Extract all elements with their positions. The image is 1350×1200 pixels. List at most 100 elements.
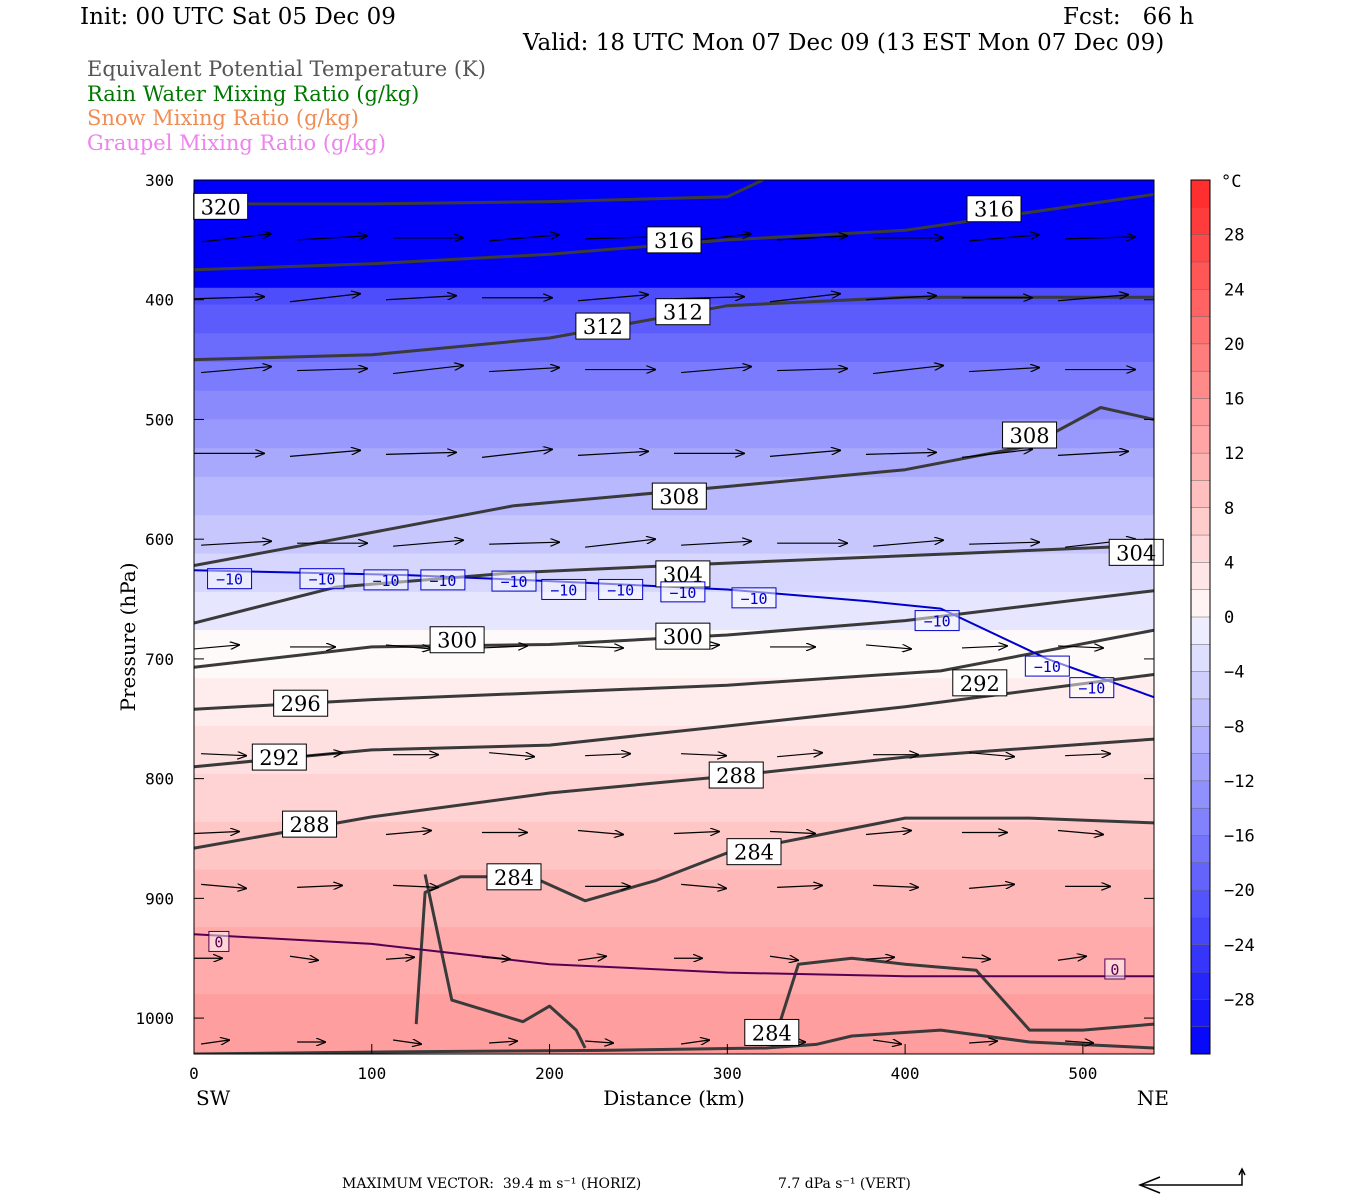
- theta-e-contour: [194, 406, 1154, 567]
- colorbar-bin: [1191, 753, 1210, 782]
- wind-vector: [289, 450, 360, 457]
- shade-band: [194, 534, 1154, 545]
- colorbar-label: 16: [1224, 390, 1244, 410]
- shade-band: [194, 1032, 1154, 1043]
- colorbar-label: 24: [1224, 280, 1244, 300]
- theta-e-label-box: [651, 482, 707, 510]
- shade-band: [194, 524, 1154, 535]
- wind-vector: [385, 957, 414, 959]
- wind-vector: [873, 885, 918, 887]
- wind-vector: [577, 831, 623, 835]
- wind-vector: [1065, 1041, 1093, 1043]
- temperature-label-box: [914, 610, 960, 632]
- temperature-label: −10: [740, 590, 767, 608]
- wind-vector: [961, 449, 1032, 458]
- wind-vector: [194, 645, 239, 649]
- wind-vector: [289, 956, 318, 960]
- shade-band: [194, 735, 1154, 746]
- maximum-vector-arrow: [1137, 1167, 1246, 1194]
- colorbar-bin: [1191, 316, 1210, 345]
- theta-e-label-box: [966, 195, 1022, 223]
- x-tick-label: 300: [713, 1064, 742, 1083]
- legend-theta-e: Equivalent Potential Temperature (K): [87, 57, 486, 81]
- shade-band: [194, 409, 1154, 421]
- colorbar-unit: °C: [1221, 172, 1241, 192]
- theta-e-label-box: [486, 863, 542, 891]
- theta-e-label-box: [655, 298, 711, 326]
- shade-band: [194, 936, 1154, 947]
- colorbar: 28 24 20 16 12 8 4 0 −4 −8 −12 −16 −20 −24 −28 °C: [1190, 172, 1255, 1055]
- theta-e-contour: [414, 816, 1154, 1025]
- theta-e-label: 284: [494, 866, 534, 890]
- colorbar-label: 28: [1224, 226, 1244, 246]
- shade-band: [194, 1013, 1154, 1024]
- wind-vector: [681, 754, 726, 756]
- colorbar-label: −24: [1224, 936, 1255, 956]
- shade-band: [194, 285, 1154, 296]
- temperature-label: −10: [1034, 658, 1061, 676]
- wind-vector: [201, 754, 246, 756]
- shade-band: [194, 553, 1154, 564]
- shade-band: [194, 792, 1154, 804]
- legend-rain-water: Rain Water Mixing Ratio (g/kg): [87, 82, 420, 106]
- wind-vector: [777, 753, 822, 757]
- wind-vector: [481, 957, 510, 959]
- temperature-label-box: [731, 587, 777, 609]
- wind-vector: [961, 646, 1007, 648]
- x-axis-label: Distance (km): [603, 1086, 745, 1110]
- shade-band: [194, 783, 1154, 794]
- wind-vector: [289, 294, 360, 303]
- wind-vector: [385, 645, 431, 649]
- wind-vector: [969, 753, 1014, 757]
- shade-band: [194, 946, 1154, 957]
- wind-vector: [577, 295, 648, 302]
- wind-vector: [489, 753, 534, 757]
- colorbar-bin: [1191, 698, 1210, 727]
- wind-vector: [577, 451, 648, 456]
- theta-e-label: 308: [659, 485, 699, 509]
- theta-e-label-box: [708, 761, 764, 789]
- legend-graupel: Graupel Mixing Ratio (g/kg): [87, 131, 386, 155]
- wind-vector: [297, 369, 367, 371]
- wind-vector: [969, 1041, 997, 1043]
- theta-e-label-box: [655, 622, 711, 650]
- shade-band: [194, 706, 1154, 717]
- colorbar-label: −4: [1224, 663, 1244, 683]
- shade-band: [194, 361, 1154, 373]
- wind-vector: [201, 234, 271, 243]
- shade-band: [194, 802, 1154, 813]
- shade-band: [194, 745, 1154, 756]
- theta-e-label-box: [251, 743, 307, 771]
- wind-vector: [865, 831, 911, 835]
- wind-vector: [681, 541, 751, 546]
- shade-band: [194, 668, 1154, 679]
- shade-band: [194, 994, 1154, 1005]
- colorbar-bin: [1191, 617, 1210, 645]
- wind-vector: [777, 236, 847, 241]
- colorbar-bin: [1191, 862, 1210, 891]
- shade-band: [194, 371, 1154, 382]
- shade-band: [194, 831, 1154, 842]
- shade-band: [194, 323, 1154, 334]
- shade-band: [194, 907, 1154, 919]
- temperature-label: 0: [214, 933, 223, 951]
- wind-vector: [777, 885, 822, 887]
- shade-band: [194, 927, 1154, 938]
- shade-band: [194, 467, 1154, 478]
- theta-e-contour: [194, 180, 764, 206]
- shade-band: [194, 773, 1154, 785]
- colorbar-bin: [1191, 371, 1210, 399]
- shade-band: [194, 515, 1154, 526]
- shade-band: [194, 812, 1154, 823]
- wind-vector: [865, 452, 936, 454]
- colorbar-bin: [1191, 507, 1210, 536]
- shade-band: [194, 888, 1154, 899]
- endpoint-right: NE: [1137, 1086, 1169, 1110]
- temperature-label: −10: [429, 572, 456, 590]
- wind-vector: [201, 541, 271, 546]
- valid-time: Valid: 18 UTC Mon 07 Dec 09 (13 EST Mon …: [523, 30, 1165, 56]
- colorbar-bin: [1191, 425, 1210, 454]
- wind-vector: [577, 956, 606, 960]
- wind-vector: [489, 368, 559, 373]
